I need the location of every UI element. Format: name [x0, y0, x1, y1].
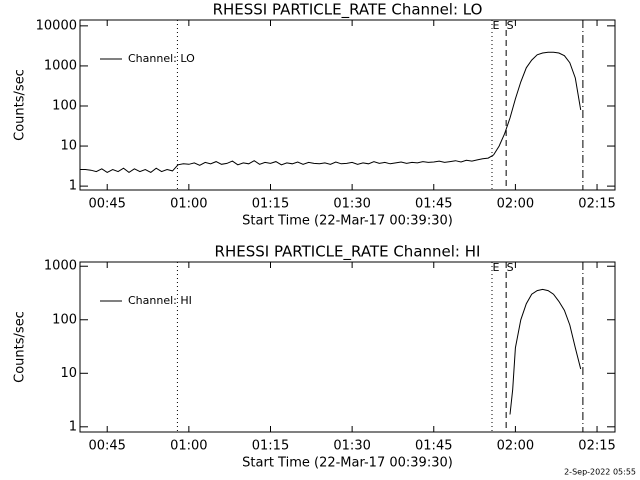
data-line	[80, 51, 582, 174]
x-tick-label: 01:00	[170, 439, 207, 454]
annotation: S	[507, 19, 514, 32]
x-tick-label: 01:00	[170, 197, 207, 212]
y-tick-label: 10	[60, 366, 77, 381]
x-tick-label: 00:45	[88, 197, 125, 212]
x-axis-label: Start Time (22-Mar-17 00:39:30)	[242, 456, 453, 471]
x-tick-label: 01:30	[333, 197, 370, 212]
y-axis-label: Counts/sec	[13, 69, 28, 141]
x-tick-label: 02:00	[497, 197, 534, 212]
x-tick-label: 02:15	[578, 439, 615, 454]
y-axis-label: Counts/sec	[13, 311, 28, 383]
annotation: E	[493, 261, 500, 274]
y-tick-label: 1000	[44, 259, 77, 274]
chart-title: RHESSI PARTICLE_RATE Channel: HI	[215, 243, 481, 262]
x-tick-label: 01:45	[415, 197, 452, 212]
y-tick-label: 100	[52, 98, 77, 113]
legend-label: Channel: HI	[128, 294, 192, 307]
y-tick-label: 10	[60, 139, 77, 154]
x-tick-label: 01:15	[252, 439, 289, 454]
x-tick-label: 02:00	[497, 439, 534, 454]
y-tick-label: 1	[69, 179, 77, 194]
footer: 2-Sep-2022 05:55	[564, 468, 636, 477]
x-axis-label: Start Time (22-Mar-17 00:39:30)	[242, 214, 453, 229]
plot-frame	[79, 261, 616, 433]
x-tick-label: 02:15	[578, 197, 615, 212]
y-tick-label: 100	[52, 312, 77, 327]
x-tick-label: 00:45	[88, 439, 125, 454]
annotation: E	[493, 19, 500, 32]
x-tick-label: 01:15	[252, 197, 289, 212]
chart-title: RHESSI PARTICLE_RATE Channel: LO	[213, 1, 483, 20]
y-tick-label: 1000	[44, 58, 77, 73]
x-tick-label: 01:30	[333, 439, 370, 454]
y-tick-label: 10000	[36, 18, 77, 33]
x-tick-label: 01:45	[415, 439, 452, 454]
annotation: S	[507, 261, 514, 274]
y-tick-label: 1	[69, 419, 77, 434]
data-line	[509, 288, 582, 415]
plot-frame	[79, 19, 616, 191]
legend-label: Channel: LO	[128, 52, 195, 65]
